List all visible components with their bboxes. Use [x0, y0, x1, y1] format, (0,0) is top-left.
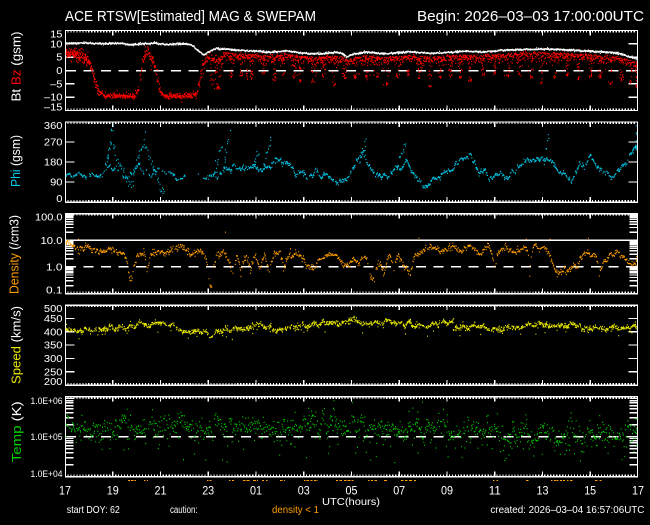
svg-text:09: 09 — [441, 484, 453, 498]
svg-text:0: 0 — [56, 66, 63, 77]
svg-text:400: 400 — [44, 327, 63, 338]
svg-text:300: 300 — [44, 354, 63, 365]
svg-text:11: 11 — [489, 484, 501, 498]
svg-text:07: 07 — [393, 484, 405, 498]
svg-text:01: 01 — [250, 484, 262, 498]
svg-text:0.1: 0.1 — [46, 286, 63, 297]
svg-text:–5: –5 — [50, 79, 63, 90]
svg-text:90: 90 — [50, 178, 63, 189]
svg-text:created: 2026–03–04 16:57:06UT: created: 2026–03–04 16:57:06UTC — [490, 505, 644, 516]
svg-text:250: 250 — [44, 367, 63, 378]
svg-text:Temp (K): Temp (K) — [9, 401, 24, 462]
svg-text:200: 200 — [44, 377, 63, 388]
svg-text:UTC(hours): UTC(hours) — [322, 496, 380, 508]
svg-text:13: 13 — [537, 484, 549, 498]
svg-text:05: 05 — [346, 484, 358, 498]
svg-text:start DOY: 62: start DOY: 62 — [67, 505, 120, 516]
svg-text:15: 15 — [50, 30, 63, 41]
svg-text:03: 03 — [298, 484, 310, 498]
svg-text:19: 19 — [107, 484, 119, 498]
svg-text:Bt Bz (gsm): Bt Bz (gsm) — [9, 32, 24, 102]
svg-text:Density (/cm3): Density (/cm3) — [7, 215, 22, 294]
svg-text:10: 10 — [50, 39, 63, 50]
svg-text:17: 17 — [59, 484, 71, 498]
svg-text:17: 17 — [632, 484, 644, 498]
svg-text:360: 360 — [44, 121, 63, 132]
svg-text:1.0E+05: 1.0E+05 — [31, 432, 63, 442]
svg-text:5: 5 — [56, 53, 63, 64]
svg-text:450: 450 — [44, 314, 63, 325]
svg-text:1.0E+06: 1.0E+06 — [31, 396, 63, 406]
svg-text:1.0E+04: 1.0E+04 — [31, 469, 63, 479]
svg-text:Phi (gsm): Phi (gsm) — [8, 135, 23, 187]
svg-text:23: 23 — [202, 484, 214, 498]
svg-text:21: 21 — [155, 484, 167, 498]
svg-text:500: 500 — [44, 304, 63, 315]
svg-text:350: 350 — [44, 341, 63, 352]
svg-text:270: 270 — [44, 138, 63, 149]
svg-text:100.0: 100.0 — [35, 213, 63, 224]
svg-text:density < 1: density < 1 — [272, 505, 319, 516]
svg-text:ACE RTSW[Estimated] MAG & SWEP: ACE RTSW[Estimated] MAG & SWEPAM — [65, 8, 316, 25]
svg-text:–10: –10 — [44, 93, 63, 104]
svg-text:caution:: caution: — [170, 505, 198, 516]
svg-text:180: 180 — [44, 158, 63, 169]
svg-text:10.0: 10.0 — [41, 236, 64, 247]
svg-text:–15: –15 — [44, 103, 63, 114]
svg-text:0: 0 — [56, 194, 63, 205]
svg-text:15: 15 — [584, 484, 596, 498]
svg-text:1.0: 1.0 — [46, 262, 63, 273]
svg-text:Speed (km/s): Speed (km/s) — [9, 306, 24, 384]
svg-text:Begin: 2026–03–03 17:00:00UTC: Begin: 2026–03–03 17:00:00UTC — [417, 8, 644, 25]
